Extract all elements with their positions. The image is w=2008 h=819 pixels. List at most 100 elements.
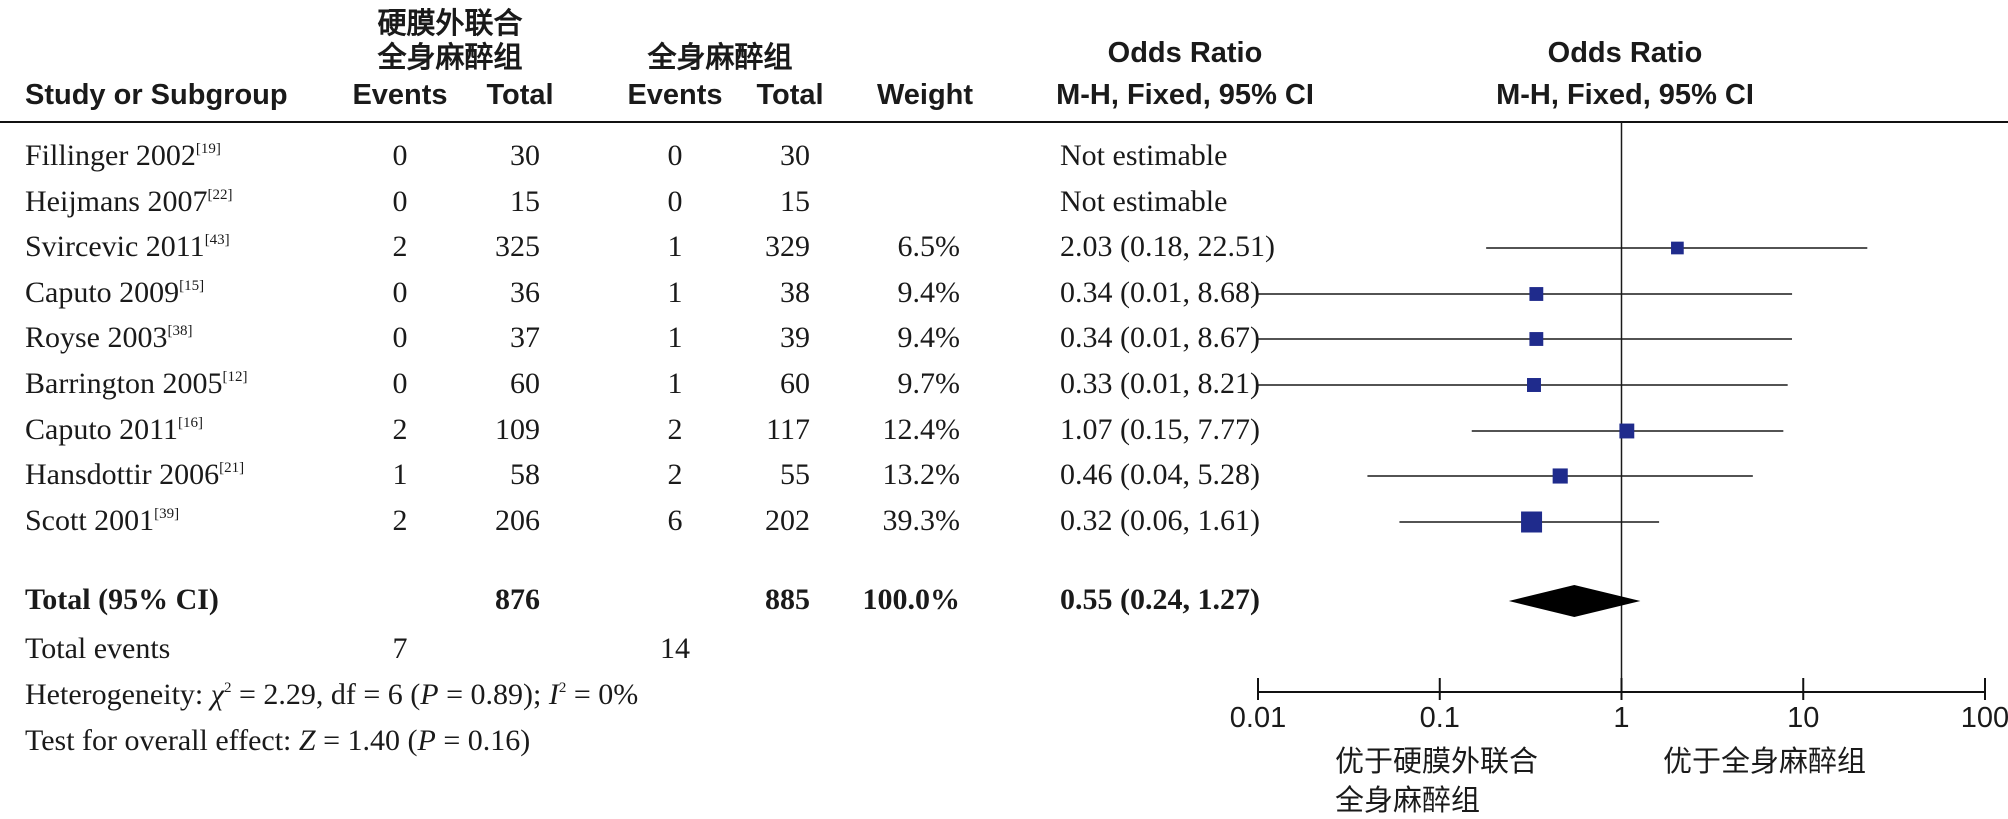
study-events-1: 0	[392, 139, 408, 172]
x-tick-label: 100	[1961, 702, 2008, 734]
study-total-1: 109	[495, 413, 540, 446]
total-t1: 876	[495, 583, 540, 616]
study-ci-text: 0.32 (0.06, 1.61)	[1060, 504, 1260, 537]
favours-right: 优于全身麻醉组	[1663, 744, 1867, 778]
study-name-text: Svircevic 2011	[25, 230, 205, 263]
chi-sup: 2	[223, 680, 232, 696]
study-reference: [38]	[167, 323, 193, 339]
study-reference: [22]	[207, 187, 233, 203]
study-events-1: 2	[392, 230, 408, 263]
study-total-1: 60	[510, 367, 540, 400]
point-estimate-square	[1619, 423, 1635, 439]
study-name: Royse 2003[38]	[25, 321, 193, 355]
study-events-1: 2	[392, 413, 408, 446]
study-weight: 6.5%	[897, 230, 961, 263]
overall-text2: = 0.16)	[435, 724, 531, 757]
study-events-2: 1	[667, 230, 683, 263]
point-estimate-square	[1529, 332, 1544, 346]
study-name-text: Hansdottir 2006	[25, 458, 220, 491]
study-reference: [15]	[179, 278, 205, 294]
study-total-1: 37	[510, 321, 540, 354]
study-events-1: 0	[392, 321, 408, 354]
col-events-1: Events	[352, 79, 448, 111]
z-symbol: Z	[298, 724, 316, 757]
heterogeneity-text3: = 0%	[566, 678, 639, 711]
x-tick-label: 0.1	[1420, 702, 1460, 734]
study-name-text: Fillinger 2002	[25, 139, 196, 172]
point-estimate-square	[1552, 468, 1568, 484]
study-ci-text: 0.34 (0.01, 8.68)	[1060, 276, 1260, 309]
study-name: Caputo 2011[16]	[25, 413, 203, 447]
study-events-1: 0	[392, 185, 408, 218]
heterogeneity-line: Heterogeneity: χ2 = 2.29, df = 6 (P = 0.…	[25, 678, 638, 712]
study-total-2: 329	[765, 230, 810, 263]
study-total-1: 325	[495, 230, 540, 263]
favours-left-line1: 优于硬膜外联合	[1335, 744, 1539, 778]
study-total-1: 36	[510, 276, 540, 309]
study-name-text: Royse 2003	[25, 321, 168, 354]
or-title-left: Odds Ratio	[1107, 37, 1263, 69]
study-events-2: 0	[667, 139, 683, 172]
col-total-2: Total	[756, 79, 824, 111]
study-reference: [39]	[154, 506, 180, 522]
heterogeneity-label: Heterogeneity:	[25, 678, 211, 711]
study-events-2: 2	[667, 458, 683, 491]
study-weight: 39.3%	[882, 504, 961, 537]
study-name-text: Caputo 2011	[25, 413, 179, 446]
total-events-e1: 7	[392, 632, 408, 665]
study-reference: [21]	[219, 460, 245, 476]
heterogeneity-text2: = 0.89);	[438, 678, 549, 711]
study-name: Heijmans 2007[22]	[25, 185, 232, 219]
x-tick-label: 10	[1787, 702, 1819, 734]
study-total-2: 39	[780, 321, 810, 354]
study-events-2: 0	[667, 185, 683, 218]
overall-label: Test for overall effect:	[25, 724, 299, 757]
study-weight: 9.7%	[897, 367, 961, 400]
study-total-2: 117	[766, 413, 810, 446]
study-events-1: 0	[392, 367, 408, 400]
study-ci-text: 2.03 (0.18, 22.51)	[1060, 230, 1275, 263]
study-events-2: 1	[667, 276, 683, 309]
col-study: Study or Subgroup	[25, 79, 288, 111]
study-total-2: 60	[780, 367, 810, 400]
overall-effect-line: Test for overall effect: Z = 1.40 (P = 0…	[25, 724, 530, 758]
point-estimate-square	[1527, 378, 1541, 392]
study-weight: 9.4%	[897, 321, 961, 354]
p-symbol: P	[420, 678, 439, 711]
study-name: Svircevic 2011[43]	[25, 230, 230, 264]
study-total-1: 30	[510, 139, 540, 172]
point-estimate-square	[1529, 287, 1544, 301]
col-weight: Weight	[876, 79, 974, 111]
or-method-right: M-H, Fixed, 95% CI	[1496, 79, 1754, 111]
i-symbol: I	[548, 678, 559, 711]
point-estimate-square	[1521, 511, 1543, 533]
group2-name: 全身麻醉组	[647, 42, 793, 74]
overall-text1: = 1.40 (	[315, 724, 418, 757]
study-ci-text: Not estimable	[1060, 139, 1228, 172]
total-events-label: Total events	[25, 632, 171, 665]
i-sup: 2	[558, 680, 567, 696]
chi-symbol: χ	[210, 678, 224, 711]
study-total-1: 58	[510, 458, 540, 491]
col-total-1: Total	[486, 79, 554, 111]
or-title-right: Odds Ratio	[1547, 37, 1703, 69]
study-events-1: 0	[392, 276, 408, 309]
total-t2: 885	[765, 583, 810, 616]
study-name: Barrington 2005[12]	[25, 367, 247, 401]
heterogeneity-text1: = 2.29, df = 6 (	[231, 678, 421, 711]
x-tick-label: 0.01	[1230, 702, 1286, 734]
study-name: Scott 2001[39]	[25, 504, 179, 538]
study-events-2: 1	[667, 367, 683, 400]
study-total-2: 30	[780, 139, 810, 172]
study-ci-text: 0.46 (0.04, 5.28)	[1060, 458, 1260, 491]
study-reference: [43]	[204, 232, 230, 248]
study-reference: [19]	[195, 141, 221, 157]
study-name-text: Barrington 2005	[25, 367, 223, 400]
study-total-2: 202	[765, 504, 810, 537]
study-reference: [12]	[222, 369, 248, 385]
col-events-2: Events	[627, 79, 723, 111]
study-name: Caputo 2009[15]	[25, 276, 204, 310]
study-weight: 12.4%	[882, 413, 961, 446]
or-method-left: M-H, Fixed, 95% CI	[1056, 79, 1314, 111]
study-events-1: 2	[392, 504, 408, 537]
